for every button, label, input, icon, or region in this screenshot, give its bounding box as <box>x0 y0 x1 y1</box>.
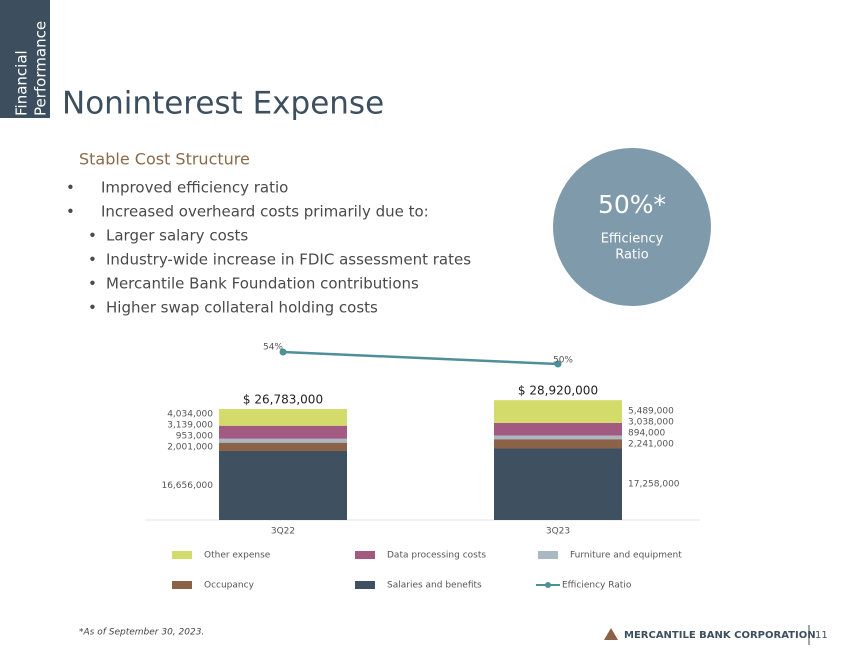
bar-segment <box>494 448 622 520</box>
legend-label: Occupancy <box>204 581 255 591</box>
line-label: 54% <box>263 343 283 353</box>
side-label: Financial <box>13 50 31 116</box>
callout-value: 50%* <box>598 190 666 219</box>
efficiency-line <box>282 350 559 366</box>
legend-swatch <box>545 582 551 588</box>
bullet: Increased overheard costs primarily due … <box>101 203 429 221</box>
bar-segment <box>219 425 347 439</box>
bar-segment <box>494 422 622 436</box>
page-number: 11 <box>815 630 828 641</box>
bullet-dot: • <box>66 203 75 221</box>
total-label: $ 26,783,000 <box>243 393 323 407</box>
value-label: 2,001,000 <box>167 442 213 452</box>
bullet: Improved efficiency ratio <box>101 179 288 197</box>
bar-segment <box>219 442 347 451</box>
legend-swatch <box>172 581 192 589</box>
subtitle: Stable Cost Structure <box>79 150 250 169</box>
legend-label: Data processing costs <box>387 551 486 561</box>
line-point <box>554 360 562 368</box>
value-label: 894,000 <box>628 428 665 438</box>
x-tick-label: 3Q22 <box>271 527 295 537</box>
company: MERCANTILE BANK CORPORATION <box>624 630 816 641</box>
legend-swatch <box>355 551 375 559</box>
line-label: 50% <box>553 356 573 366</box>
value-label: 4,034,000 <box>167 409 213 419</box>
bullet-dot: • <box>88 227 97 245</box>
legend-label: Salaries and benefits <box>387 581 482 591</box>
bar-segment <box>219 409 347 426</box>
total-label: $ 28,920,000 <box>518 384 598 398</box>
sub-bullet: Higher swap collateral holding costs <box>106 299 378 317</box>
bar-segment <box>494 435 622 440</box>
callout-label: Ratio <box>615 248 648 263</box>
callout-circle <box>553 148 711 306</box>
value-label: 5,489,000 <box>628 406 674 416</box>
value-label: 953,000 <box>176 431 213 441</box>
bar-segment <box>219 438 347 443</box>
legend-swatch <box>538 551 558 559</box>
legend-swatch <box>172 551 192 559</box>
chart: 3Q22 16,656,000 2,001,000953,0003,139,0004… <box>161 343 682 591</box>
value-label: 17,258,000 <box>628 480 680 490</box>
x-tick-label: 3Q23 <box>546 527 570 537</box>
legend-label: Furniture and equipment <box>570 551 682 561</box>
bullet-dot: • <box>88 275 97 293</box>
footnote: *As of September 30, 2023. <box>79 628 204 638</box>
value-label: 16,656,000 <box>161 481 213 491</box>
sub-bullet: Larger salary costs <box>106 227 248 245</box>
bullet-dot: • <box>88 299 97 317</box>
value-label: 3,038,000 <box>628 417 674 427</box>
side-label: Performance <box>32 21 50 116</box>
legend-label: Efficiency Ratio <box>562 581 632 591</box>
line-point <box>279 348 287 356</box>
legend-label: Other expense <box>204 551 271 561</box>
side-bar <box>0 0 50 118</box>
bar-segment <box>219 450 347 520</box>
value-label: 2,241,000 <box>628 439 674 449</box>
bullet-dot: • <box>66 179 75 197</box>
title: Noninterest Expense <box>62 86 384 122</box>
bullet-dot: • <box>88 251 97 269</box>
bar-segment <box>494 400 622 423</box>
sub-bullet: Mercantile Bank Foundation contributions <box>106 275 419 293</box>
bar-segment <box>494 439 622 449</box>
value-label: 3,139,000 <box>167 420 213 430</box>
logo <box>604 628 618 640</box>
callout-label: Efficiency <box>601 232 664 247</box>
legend-swatch <box>355 581 375 589</box>
sub-bullet: Industry-wide increase in FDIC assessmen… <box>106 251 471 269</box>
